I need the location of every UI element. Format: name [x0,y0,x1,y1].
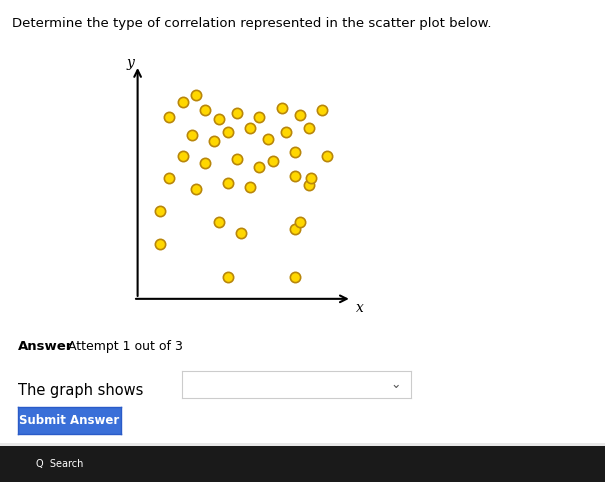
Point [295,218,305,226]
Point [209,137,219,145]
Point [277,105,287,112]
Point [255,113,264,121]
Point [295,111,305,119]
Text: Determine the type of correlation represented in the scatter plot below.: Determine the type of correlation repres… [12,17,492,30]
Point [304,181,314,189]
Point [223,273,232,281]
Point [246,124,255,132]
Point [223,179,232,187]
Point [223,129,232,136]
Point [165,113,174,121]
Point [290,148,300,156]
Point [187,131,197,138]
Point [178,98,188,106]
Point [232,109,241,117]
Point [306,174,316,182]
Text: The graph shows: The graph shows [18,383,143,398]
Point [214,218,224,226]
Point [200,159,210,167]
Text: x: x [356,301,364,315]
Text: ⌄: ⌄ [390,378,401,391]
Point [155,240,165,248]
Text: Submit Answer: Submit Answer [19,414,120,427]
Point [232,155,241,162]
Point [322,153,332,161]
Point [290,273,300,281]
Point [268,157,278,165]
Point [191,186,201,193]
Point [237,229,246,237]
Point [304,124,314,132]
Point [214,115,224,123]
Point [246,183,255,191]
Point [178,153,188,161]
Point [290,172,300,180]
Text: Q  Search: Q Search [36,459,83,469]
Text: Answer: Answer [18,340,74,353]
Point [191,91,201,99]
Point [200,107,210,114]
Point [290,225,300,233]
Point [318,107,327,114]
Text: y: y [127,56,135,70]
Point [255,163,264,171]
Point [281,129,291,136]
Text: Attempt 1 out of 3: Attempt 1 out of 3 [60,340,183,353]
Point [165,174,174,182]
Point [264,135,273,143]
Point [155,207,165,215]
